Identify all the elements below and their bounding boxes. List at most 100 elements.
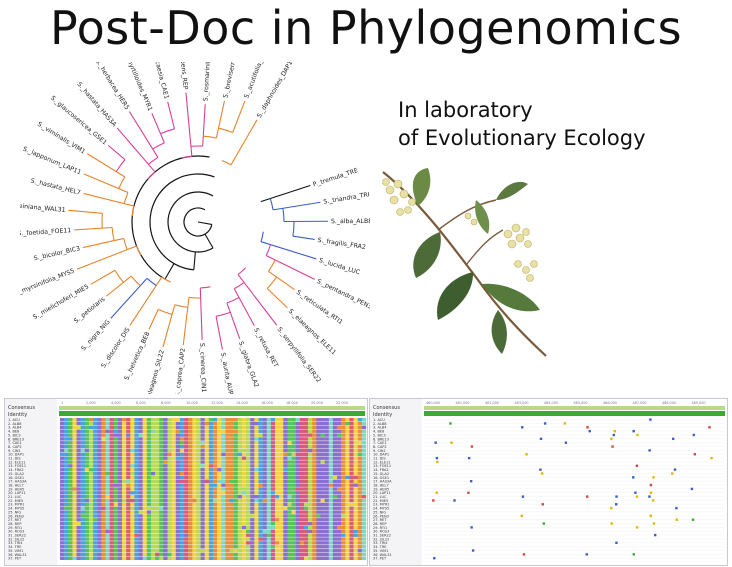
- variant-mark: [564, 441, 568, 444]
- alignment-row-label: 31. SER22: [8, 534, 26, 538]
- ruler-tick-label: 16,000: [261, 401, 273, 405]
- ruler-tick-label: 461,000: [456, 401, 470, 405]
- alignment-row-label: 24. MYS5: [373, 507, 389, 511]
- tree-taxon-label: S._hastata_HEL7: [30, 177, 82, 196]
- tree-branch: [162, 304, 176, 348]
- variant-mark: [541, 503, 544, 506]
- alignment-row-label: 10. DAP1: [373, 453, 389, 457]
- alignment-row-label: 23. MYR1: [373, 503, 390, 507]
- variant-mark: [649, 418, 652, 421]
- tree-branch: [182, 297, 190, 346]
- alignment-row-label: 9. CIN1: [8, 449, 21, 453]
- phylogenetic-tree: P._tremula_TRE S._triandra_TRI4 S._alba_AL…: [20, 62, 370, 394]
- tree-branch: [83, 192, 135, 207]
- variant-mark: [470, 445, 474, 448]
- alignment-row-label: 1. ACU: [373, 418, 385, 422]
- variant-mark: [612, 433, 616, 437]
- tree-branch: [148, 309, 159, 330]
- alignment-row-label: 11. DIS: [373, 457, 386, 461]
- variant-mark: [708, 426, 711, 429]
- alignment-row-label: 2. ALB8: [8, 422, 21, 426]
- alignment-row-label: 26. PEN3: [373, 514, 389, 518]
- tree-branch: [129, 276, 163, 326]
- variant-mark: [675, 518, 678, 521]
- page-title: Post-Doc in Phylogenomics: [49, 1, 683, 55]
- variant-mark: [436, 460, 439, 464]
- variant-mark: [520, 514, 523, 518]
- alignment-row-label: 2. ALB8: [373, 422, 386, 426]
- variant-mark: [648, 495, 651, 498]
- tree-taxon-label: S._fragilis_FRA2: [317, 237, 366, 251]
- variant-mark: [635, 526, 639, 529]
- alignment-row-label: 32. SIL22: [8, 537, 24, 541]
- identity-label: Identity: [8, 412, 27, 418]
- tree-branch: [151, 113, 165, 144]
- variant-mark: [690, 487, 694, 491]
- ruler-tick-label: 4,000: [111, 401, 121, 405]
- tree-branch: [74, 226, 113, 231]
- alignment-row-label: 23. MYR1: [8, 503, 25, 507]
- consensus-label: Consensus: [373, 405, 400, 411]
- alignment-row-label: 18. HEL7: [8, 483, 24, 487]
- alignment-row-label: 8. CAP2: [373, 445, 387, 449]
- alignment-row-label: 34. TRE: [8, 545, 21, 549]
- tree-taxon-label: S._viminalis_VIM1: [36, 121, 86, 156]
- variant-mark: [471, 549, 475, 552]
- tree-taxon-label: S._cinerea_CIN1: [198, 343, 207, 393]
- tree-taxon-label: S._rosmarinifolia_ROS3: [202, 62, 213, 101]
- alignment-row-label: 20. LAP11: [8, 491, 26, 495]
- alignment-row-label: 13. FOE11: [8, 464, 26, 468]
- variant-mark: [671, 472, 674, 475]
- variant-mark: [467, 456, 471, 460]
- ruler-tick-label: 460,000: [426, 401, 440, 405]
- tree-taxon-label: S._myrsinifolia_MYS5: [20, 268, 76, 298]
- tree-branch: [107, 144, 126, 161]
- tree-branch: [292, 235, 315, 240]
- alignment-row-label: 21. LUC: [8, 495, 22, 499]
- alignment-row-label: 31. SER22: [373, 534, 391, 538]
- ruler-tick-label: 469,000: [692, 401, 706, 405]
- variant-mark: [710, 456, 713, 460]
- variant-mark: [521, 426, 524, 429]
- ruler-tick-label: 18,000: [286, 401, 298, 405]
- ruler-tick-label: 462,000: [485, 401, 499, 405]
- alignment-row-label: 30. ROS3: [8, 530, 24, 534]
- tree-taxon-label: S._discolor_DIS: [100, 326, 132, 369]
- variant-mark: [649, 514, 652, 518]
- variant-mark: [653, 533, 657, 537]
- variant-mark: [543, 422, 547, 425]
- variant-mark: [435, 456, 439, 460]
- alignment-row-label: 29. RTI1: [373, 526, 387, 530]
- variant-mark: [432, 499, 435, 502]
- alignment-row-label: 19. HER5: [8, 487, 24, 491]
- variant-mark: [540, 472, 544, 475]
- variant-mark: [649, 483, 653, 487]
- variant-mark: [586, 426, 589, 429]
- alignment-row-label: 35. VIM1: [8, 549, 23, 553]
- ruler-tick-label: 10,000: [186, 401, 198, 405]
- variant-mark: [433, 557, 436, 560]
- alignment-row-label: 7. CAE1: [373, 441, 387, 445]
- alignment-row-label: 37. PET: [8, 557, 22, 561]
- variant-mark: [691, 518, 695, 521]
- variant-mark: [652, 522, 656, 525]
- alignment-row-label: 6. BRE13: [8, 437, 24, 441]
- tree-branch: [76, 245, 137, 270]
- tree-taxon-label: S._nigra_NIG: [80, 318, 112, 352]
- consensus-bar: [59, 406, 365, 410]
- variant-mark: [539, 437, 543, 441]
- willow-branch-icon: [382, 168, 547, 357]
- alignment-row-label: 9. CIN1: [373, 449, 386, 453]
- alignment-row-label: 12. ELE11: [8, 460, 26, 464]
- tree-branch: [237, 274, 278, 326]
- variant-mark: [434, 441, 437, 444]
- alignment-row-label: 30. ROS3: [373, 530, 389, 534]
- variant-mark: [649, 491, 653, 494]
- variant-mark: [563, 422, 567, 425]
- alignment-row-label: 13. FOE11: [373, 464, 391, 468]
- alignment-row-label: 14. FRA2: [8, 468, 24, 472]
- variant-mark: [632, 476, 635, 479]
- alignment-row-label: 3. ALB4: [373, 426, 387, 430]
- alignment-row-label: 26. PEN3: [8, 514, 24, 518]
